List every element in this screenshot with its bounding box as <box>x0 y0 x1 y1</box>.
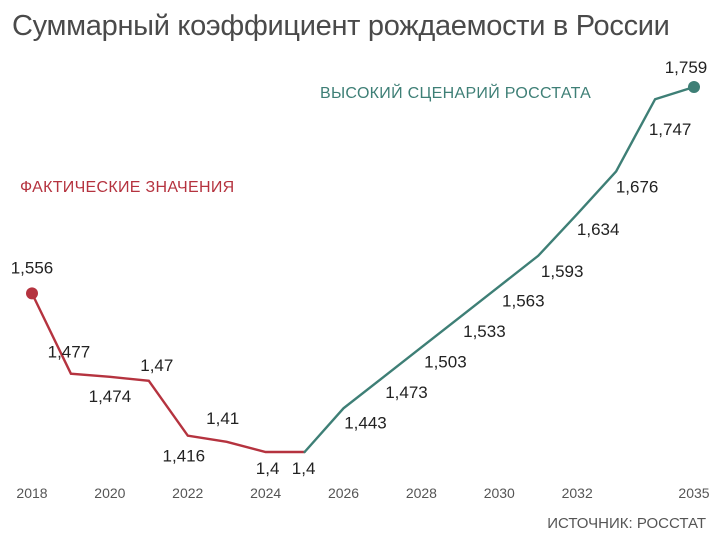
x-tick-label: 2032 <box>562 485 593 501</box>
source-note: ИСТОЧНИК: РОССТАТ <box>547 515 706 532</box>
data-label: 1,759 <box>665 58 708 77</box>
data-label: 1,556 <box>11 258 54 277</box>
x-tick-label: 2028 <box>406 485 437 501</box>
x-tick-label: 2035 <box>678 485 709 501</box>
data-label: 1,563 <box>502 291 545 310</box>
x-tick-label: 2018 <box>16 485 47 501</box>
data-label: 1,747 <box>649 120 692 139</box>
data-label: 1,676 <box>616 177 659 196</box>
data-label: 1,593 <box>541 262 584 281</box>
actual-series-label: ФАКТИЧЕСКИЕ ЗНАЧЕНИЯ <box>20 179 235 196</box>
x-tick-label: 2022 <box>172 485 203 501</box>
data-label: 1,47 <box>140 356 173 375</box>
actual-series-line <box>30 292 306 454</box>
data-label: 1,41 <box>206 409 239 428</box>
data-label: 1,533 <box>463 322 506 341</box>
actual-start-point <box>26 287 38 300</box>
data-label: 1,4 <box>256 459 280 478</box>
forecast-series-line <box>303 85 696 454</box>
chart-title: Суммарный коэффициент рождаемости в Росс… <box>12 10 670 42</box>
data-label: 1,634 <box>577 220 620 239</box>
data-label: 1,503 <box>424 352 467 371</box>
x-tick-label: 2020 <box>94 485 125 501</box>
x-tick-label: 2026 <box>328 485 359 501</box>
x-tick-label: 2024 <box>250 485 281 501</box>
data-label: 1,416 <box>163 447 206 466</box>
data-label: 1,473 <box>385 383 428 402</box>
data-label: 1,477 <box>48 343 91 362</box>
data-label: 1,474 <box>89 387 132 406</box>
forecast-series-label: ВЫСОКИЙ СЦЕНАРИЙ РОССТАТА <box>320 83 591 102</box>
forecast-end-point <box>688 81 700 93</box>
data-label: 1,443 <box>344 413 387 432</box>
x-tick-label: 2030 <box>484 485 515 501</box>
data-label: 1,4 <box>292 459 316 478</box>
